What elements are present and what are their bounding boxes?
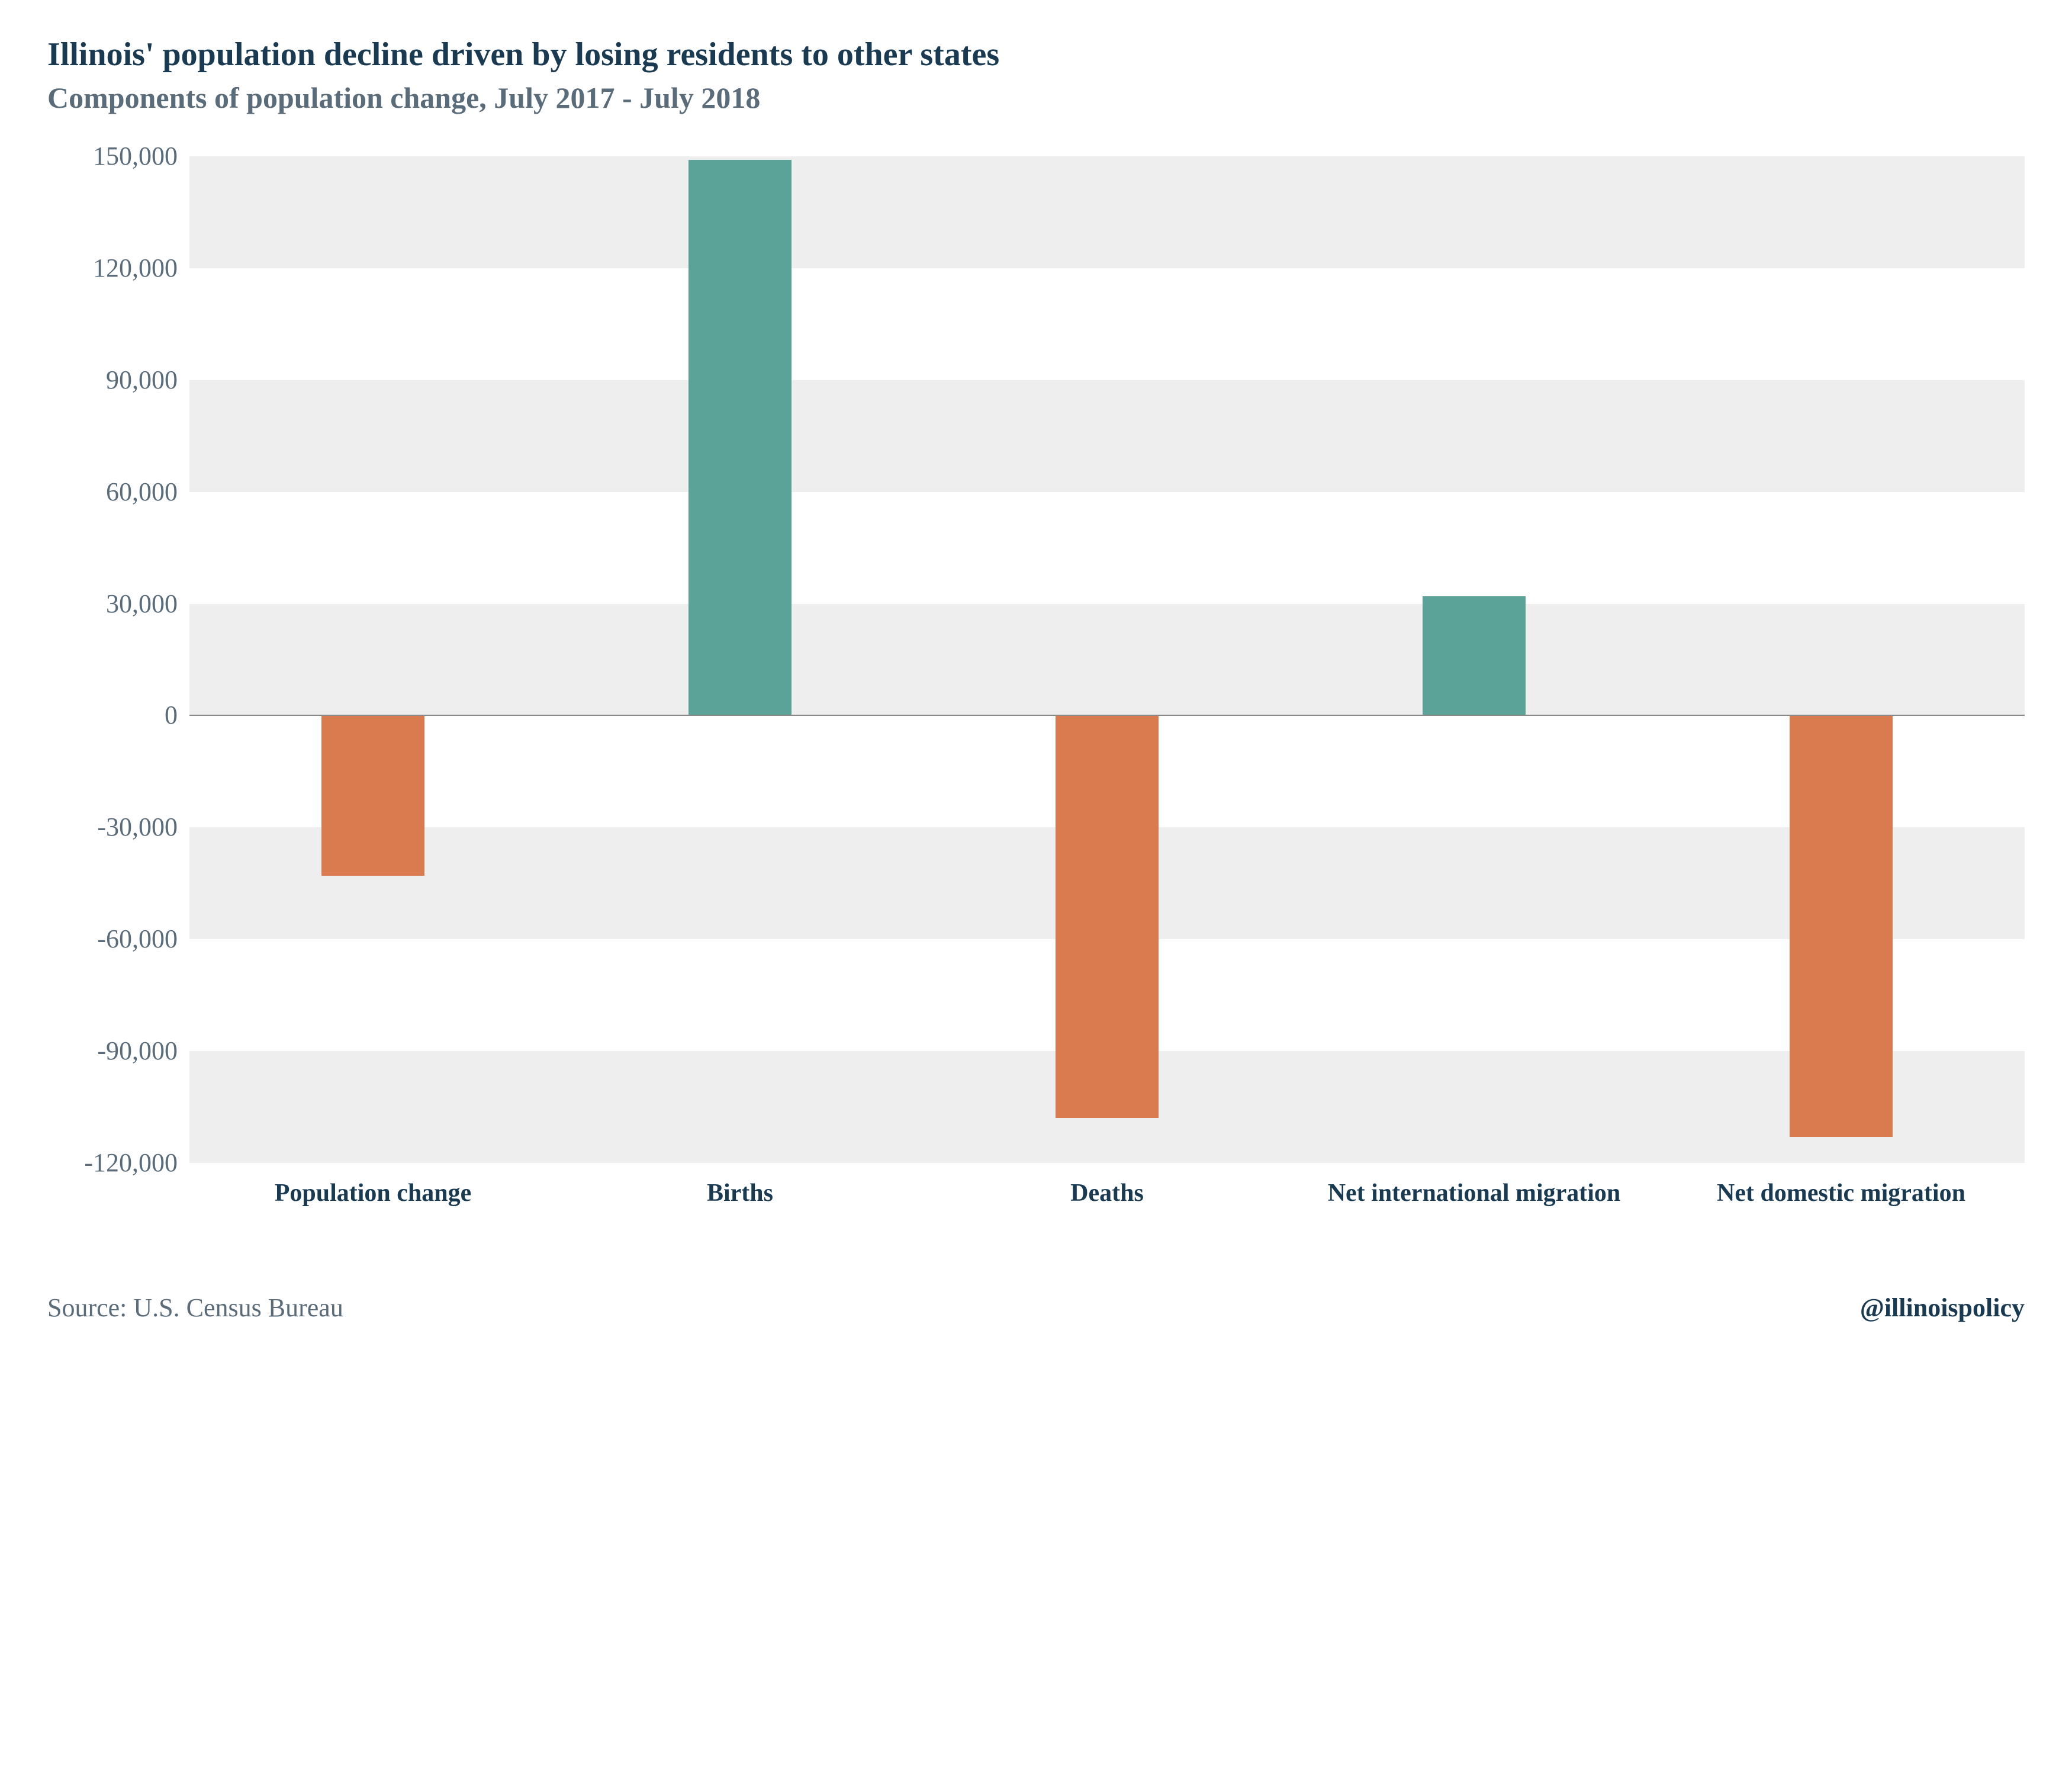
bar [1056, 715, 1159, 1118]
chart-container: Illinois' population decline driven by l… [47, 36, 2025, 1323]
plot-area [189, 156, 2025, 1163]
bar-slot [1291, 156, 1658, 1163]
y-tick-label: -120,000 [84, 1150, 178, 1176]
x-axis-label: Net international migration [1291, 1177, 1658, 1210]
bar [321, 715, 424, 876]
bar-slot [189, 156, 556, 1163]
x-axis-label: Population change [189, 1177, 556, 1210]
source-text: Source: U.S. Census Bureau [47, 1293, 343, 1323]
bars-layer [189, 156, 2025, 1163]
y-tick-label: 0 [165, 702, 178, 728]
y-tick-label: 90,000 [106, 367, 178, 393]
bar [1423, 596, 1526, 715]
x-axis-labels: Population changeBirthsDeathsNet interna… [189, 1177, 2025, 1210]
chart-subtitle: Components of population change, July 20… [47, 81, 2025, 115]
x-axis-label: Net domestic migration [1658, 1177, 2025, 1210]
y-axis: 150,000120,00090,00060,00030,0000-30,000… [47, 156, 189, 1163]
chart-footer: Source: U.S. Census Bureau @illinoispoli… [47, 1293, 2025, 1323]
y-tick-label: 60,000 [106, 479, 178, 505]
bar-slot [556, 156, 924, 1163]
y-tick-label: -60,000 [97, 926, 178, 952]
y-tick-label: -30,000 [97, 814, 178, 840]
bar-slot [924, 156, 1291, 1163]
bar [688, 160, 792, 715]
x-axis: Population changeBirthsDeathsNet interna… [47, 1177, 2025, 1210]
plot-wrapper: 150,000120,00090,00060,00030,0000-30,000… [47, 156, 2025, 1163]
y-tick-label: 30,000 [106, 591, 178, 617]
y-tick-label: 120,000 [93, 255, 178, 281]
bar-slot [1658, 156, 2025, 1163]
bar [1790, 715, 1893, 1136]
chart-title: Illinois' population decline driven by l… [47, 36, 2025, 73]
y-tick-label: -90,000 [97, 1038, 178, 1064]
y-tick-label: 150,000 [93, 143, 178, 169]
x-axis-spacer [47, 1177, 189, 1210]
zero-line [189, 715, 2025, 716]
x-axis-label: Births [556, 1177, 924, 1210]
handle-text: @illinoispolicy [1860, 1293, 2025, 1323]
x-axis-label: Deaths [924, 1177, 1291, 1210]
